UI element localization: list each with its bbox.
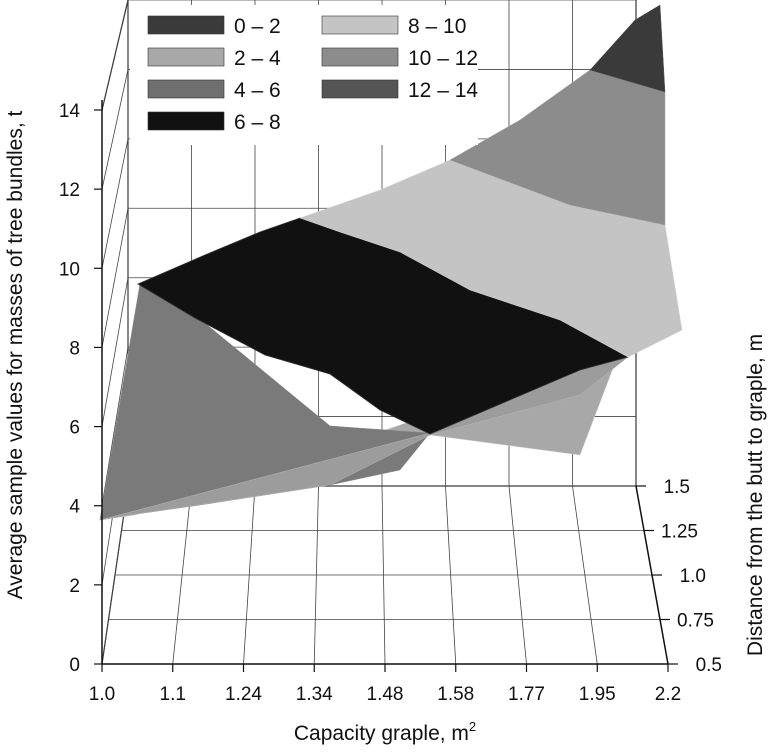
legend: 0 – 2 8 – 10 2 – 4 10 – 12 4 – 6 12 – 14 6 – 8 [130,5,478,145]
y-tick-labels: 0 2 4 6 8 10 12 14 [59,101,102,676]
legend-swatch [321,15,399,35]
depth-axis-title: Distance from the butt to graple, m [744,334,767,656]
y-grid-line-left [101,138,129,269]
legend-label: 10 – 12 [408,47,478,70]
y-tick-label: 8 [69,338,80,359]
x-tick-label: 1.1 [160,684,186,705]
legend-swatch [321,47,399,67]
surface-band-8-10 [299,159,683,358]
y-grid-line-left [101,0,129,111]
x-tick-label: 1.77 [508,684,545,705]
legend-label: 0 – 2 [234,15,281,38]
y-grid-line-left [101,69,129,190]
y-grid-line-left [101,347,129,506]
depth-tick-label: 1.25 [661,522,698,543]
legend-swatch [321,79,399,99]
y-tick-label: 0 [69,655,80,676]
y-tick-label: 10 [59,259,80,280]
x-tick-labels: 1.0 1.1 1.24 1.34 1.48 1.58 1.77 1.95 2.2 [89,664,681,705]
x-axis-title: Capacity graple, m2 [294,719,476,745]
legend-swatch [147,79,225,99]
x-tick-label: 2.2 [655,684,681,705]
y-grid-line-left [101,208,129,348]
surface-band-12-14 [589,4,666,93]
x-tick-label: 1.95 [579,684,616,705]
x-tick-label: 1.24 [225,684,262,705]
depth-tick-label: 0.75 [677,611,714,632]
legend-label: 12 – 14 [408,79,478,102]
y-tick-label: 14 [59,101,81,122]
y-grid-line-left [101,277,129,427]
x-tick-label: 1.48 [367,684,404,705]
depth-tick-label: 0.5 [696,655,722,676]
y-tick-label: 4 [69,497,80,518]
y-tick-label: 12 [59,180,80,201]
legend-label: 2 – 4 [234,47,281,70]
y-tick-label: 2 [69,576,80,597]
depth-tick-labels: 0.5 0.75 1.0 1.25 1.5 [636,477,722,676]
legend-label: 6 – 8 [234,111,281,134]
depth-tick-label: 1.5 [664,477,690,498]
legend-label: 4 – 6 [234,79,281,102]
x-axis-title-text: Capacity graple, m [294,722,469,745]
legend-swatch [147,111,225,131]
legend-swatch [147,47,225,67]
x-tick-label: 1.0 [89,684,115,705]
axis-lines [101,100,669,665]
y-axis-title: Average sample values for masses of tree… [4,110,27,599]
y-tick-label: 6 [69,418,80,439]
depth-tick-label: 1.0 [680,566,706,587]
legend-swatch [147,15,225,35]
x-tick-label: 1.58 [437,684,474,705]
x-axis-title-superscript: 2 [469,719,476,734]
surface-plot [99,4,683,521]
x-tick-label: 1.34 [296,684,333,705]
legend-label: 8 – 10 [408,15,466,38]
